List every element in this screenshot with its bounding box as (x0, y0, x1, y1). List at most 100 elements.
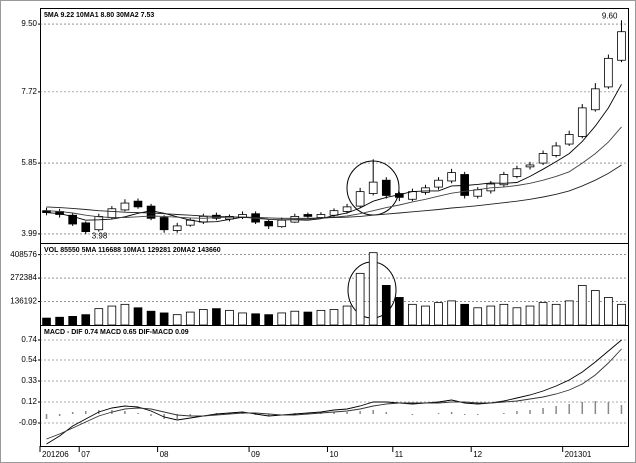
candle-body (473, 189, 483, 197)
candle-body (316, 214, 326, 218)
volume-bar (146, 310, 156, 326)
volume-bar (617, 303, 626, 326)
y-tick-label: 0.54 (21, 355, 37, 364)
y-tick-label: -0.09 (19, 418, 38, 427)
volume-bar (355, 272, 365, 326)
volume-bar (421, 305, 430, 326)
volume-bar (94, 308, 104, 326)
candle-body (107, 208, 117, 218)
x-tick-label: 08 (160, 450, 169, 459)
candle-body (538, 153, 548, 164)
volume-bar (395, 297, 404, 326)
volume-bar (133, 307, 143, 326)
low-annotation: 3.98 (92, 231, 108, 240)
candle-body (564, 134, 574, 145)
candle-body (342, 206, 352, 212)
candle-body (421, 187, 430, 193)
y-tick-label: 5.85 (21, 158, 37, 167)
x-tick-label: 11 (395, 450, 404, 459)
candle-body (133, 200, 143, 208)
volume-bar (290, 310, 300, 326)
candle-body (277, 219, 287, 228)
volume-bar (342, 305, 352, 326)
candle-body (120, 202, 130, 211)
candle-body (551, 145, 561, 156)
y-tick-label: 272384 (10, 273, 37, 282)
candle-body (172, 225, 182, 231)
volume-bar (238, 312, 247, 326)
volume-bar (460, 303, 469, 326)
volume-bar (499, 303, 509, 326)
volume-bar (212, 308, 221, 326)
y-tick-label: 136192 (10, 297, 37, 306)
high-annotation: 9.60 (602, 11, 618, 20)
candle-body (81, 222, 91, 233)
y-tick-label: 3.99 (21, 229, 37, 238)
volume-bar (251, 313, 260, 326)
volume-bar (172, 314, 182, 326)
y-tick-label: 0.74 (21, 335, 37, 344)
moving-average (46, 164, 622, 219)
candle-body (146, 205, 156, 219)
candle-body (447, 172, 456, 182)
volume-bar (329, 309, 339, 326)
x-tick-label: 09 (251, 450, 260, 459)
x-tick-label: 201301 (565, 450, 592, 459)
volume-bar (277, 312, 287, 326)
volume-bar (512, 307, 522, 326)
candle-body (329, 210, 339, 216)
volume-bar (525, 305, 535, 326)
y-tick-label: 0.12 (21, 397, 37, 406)
volume-bar (447, 300, 456, 326)
candle-body (591, 88, 600, 111)
volume-bar (120, 303, 130, 326)
volume-bar (42, 317, 51, 326)
candle-body (68, 214, 77, 225)
volume-bar (591, 290, 600, 326)
candle-body (159, 217, 169, 231)
candle-body (577, 107, 587, 137)
volume-bar (107, 305, 117, 326)
candle-body (525, 164, 535, 168)
candle-body (499, 174, 509, 186)
volume-bar (199, 309, 208, 326)
candle-body (512, 168, 522, 177)
volume-legend: VOL 85550 5MA 116688 10MA1 129281 20MA2 … (44, 247, 221, 254)
candle-body (355, 191, 365, 207)
candle-body (408, 191, 417, 200)
x-tick-label: 201206 (42, 450, 69, 459)
y-tick-label: 7.72 (21, 87, 37, 96)
volume-bar (185, 311, 195, 326)
x-tick-label: 10 (329, 450, 338, 459)
candle-body (604, 57, 613, 88)
volume-bar (604, 297, 613, 326)
candle-body (199, 215, 208, 223)
volume-bar (486, 305, 496, 326)
plot-frame (40, 8, 629, 447)
volume-bar (551, 303, 561, 326)
candle-body (368, 181, 378, 194)
macd-legend: MACD - DIF 0.74 MACD 0.65 DIF-MACD 0.09 (44, 329, 189, 336)
candle-body (434, 179, 443, 188)
candle-body (617, 31, 626, 61)
volume-bar (368, 252, 378, 326)
macd-line (46, 348, 622, 440)
candle-body (303, 214, 313, 217)
y-tick-label: 0.33 (21, 376, 37, 385)
volume-bar (564, 300, 574, 326)
volume-bar (303, 311, 313, 326)
volume-bar (381, 284, 391, 326)
volume-bar (264, 314, 273, 326)
volume-bar (408, 303, 417, 326)
candle-body (94, 215, 104, 231)
volume-bar (81, 314, 91, 326)
x-tick-label: 12 (473, 450, 482, 459)
candle-body (381, 179, 391, 196)
volume-bar (577, 284, 587, 326)
volume-bar (159, 312, 169, 326)
volume-bar (316, 309, 326, 326)
y-tick-label: 9.50 (21, 19, 37, 28)
volume-bar (434, 302, 443, 326)
volume-bar (68, 315, 77, 326)
